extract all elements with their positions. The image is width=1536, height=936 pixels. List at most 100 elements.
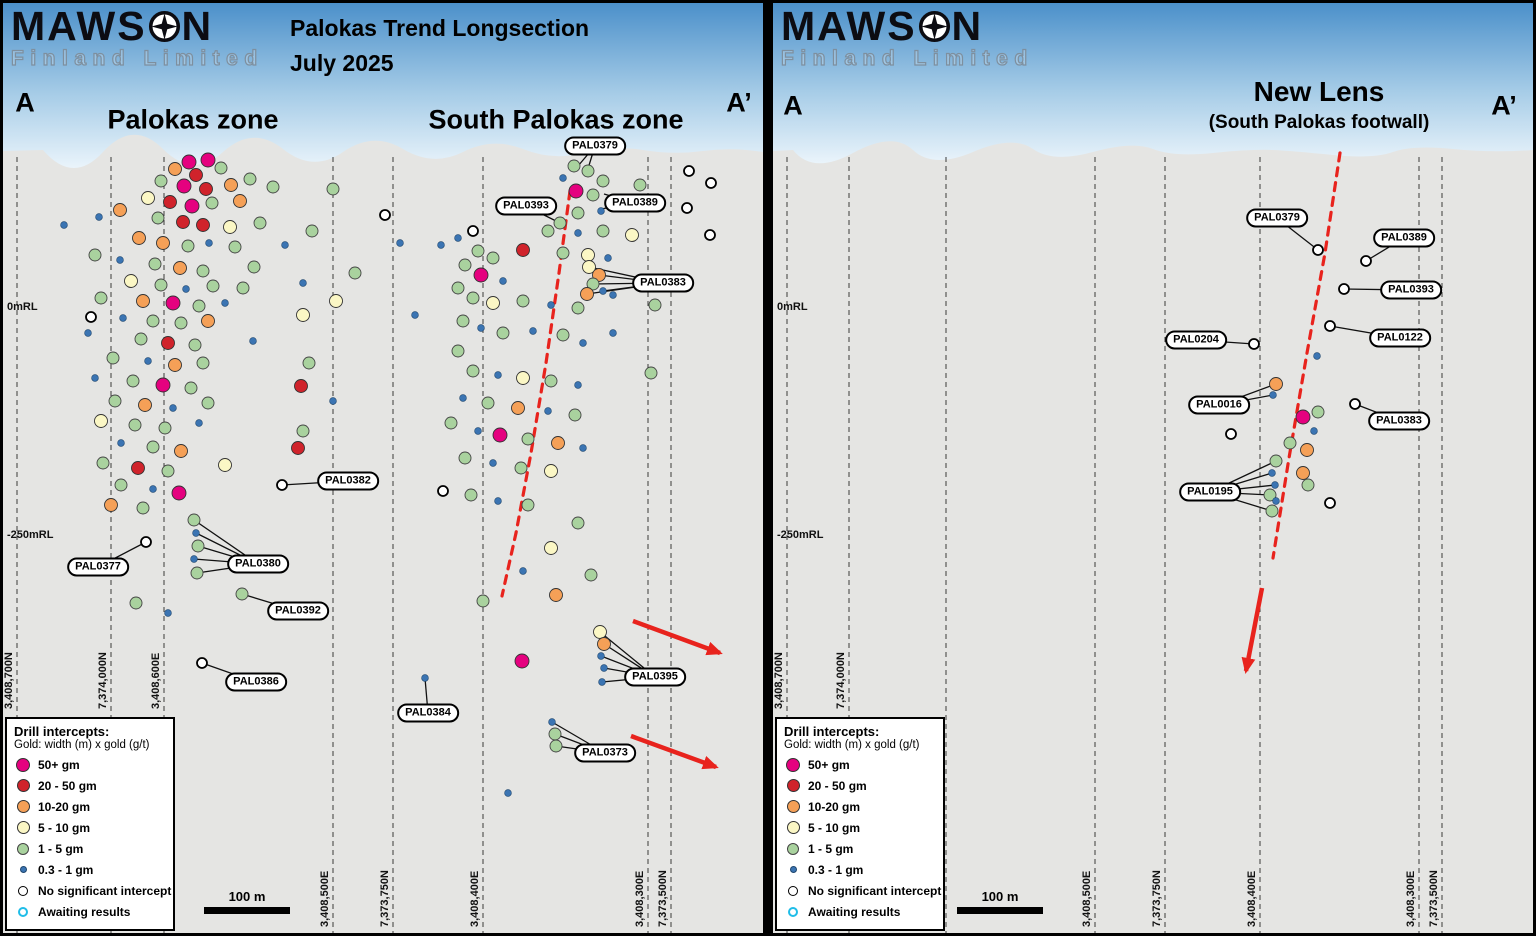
intercept-point <box>181 239 195 253</box>
intercept-point <box>596 224 610 238</box>
legend-item: 20 - 50 gm <box>14 775 166 796</box>
intercept-point <box>196 356 210 370</box>
intercept-point <box>597 652 605 660</box>
intercept-marker-icon <box>17 842 29 855</box>
intercept-point <box>519 567 527 575</box>
intercept-point <box>114 478 128 492</box>
coordinate-label: 3,408,400E <box>1246 870 1258 927</box>
intercept-point <box>106 351 120 365</box>
intercept-point <box>609 329 617 337</box>
intercept-point <box>154 174 168 188</box>
intercept-point <box>223 220 237 234</box>
legend-item: 10-20 gm <box>784 796 936 817</box>
logo-wordmark: MAWS N <box>781 6 1034 47</box>
intercept-point <box>205 196 219 210</box>
drillhole-label: PAL0384 <box>397 703 459 723</box>
legend-item-label: 0.3 - 1 gm <box>808 862 864 877</box>
legend-item-label: No significant intercept <box>808 883 942 898</box>
intercept-point <box>584 568 598 582</box>
intercept-point <box>329 397 337 405</box>
panel-new-lens: MAWS N Finland Limited Drill intercepts:… <box>773 3 1533 933</box>
legend-marker-wrap <box>14 842 32 855</box>
elevation-label: 0mRL <box>7 301 38 313</box>
scale-bar-rule <box>204 907 290 914</box>
intercept-point <box>95 213 103 221</box>
intercept-point <box>1269 377 1283 391</box>
intercept-point <box>568 183 584 199</box>
intercept-point <box>458 258 472 272</box>
intercept-point <box>556 246 570 260</box>
intercept-point <box>544 374 558 388</box>
intercept-point <box>437 485 449 497</box>
drillhole-label: PAL0122 <box>1369 328 1431 348</box>
panel-palokas-trend: MAWS N Finland Limited Palokas Trend Lon… <box>3 3 763 933</box>
legend-item-label: 5 - 10 gm <box>808 820 861 835</box>
intercept-point <box>154 278 168 292</box>
intercept-point <box>544 541 558 555</box>
zone-label: New Lens <box>1253 76 1385 107</box>
intercept-point <box>411 311 419 319</box>
legend-marker-wrap <box>14 821 32 834</box>
intercept-point <box>119 314 127 322</box>
intercept-point <box>598 678 606 686</box>
scale-bar-rule <box>957 907 1043 914</box>
intercept-point <box>146 440 160 454</box>
intercept-point <box>1269 454 1283 468</box>
legend-marker-wrap <box>784 906 802 917</box>
intercept-point <box>182 285 190 293</box>
intercept-point <box>579 339 587 347</box>
legend-item-label: Awaiting results <box>808 904 901 919</box>
intercept-point <box>1296 466 1310 480</box>
legend: Drill intercepts: Gold: width (m) x gold… <box>5 717 175 931</box>
no-intercept-marker-icon <box>18 885 28 896</box>
intercept-point <box>296 424 310 438</box>
intercept-point <box>161 464 175 478</box>
intercept-point <box>499 277 507 285</box>
intercept-point <box>481 396 495 410</box>
drillhole-label: PAL0393 <box>495 196 557 216</box>
legend-item: 5 - 10 gm <box>784 817 936 838</box>
intercept-point <box>379 209 391 221</box>
intercept-point <box>224 178 238 192</box>
intercept-point <box>151 211 165 225</box>
intercept-point <box>190 555 198 563</box>
legend-item-label: 1 - 5 gm <box>38 841 84 856</box>
intercept-point <box>1360 255 1372 267</box>
intercept-point <box>326 182 340 196</box>
intercept-point <box>521 432 535 446</box>
intercept-point <box>128 418 142 432</box>
intercept-point <box>164 609 172 617</box>
logo-subtitle: Finland Limited <box>780 47 1034 70</box>
legend-title: Drill intercepts: <box>784 724 880 739</box>
intercept-point <box>456 314 470 328</box>
intercept-point <box>1324 320 1336 332</box>
intercept-point <box>559 174 567 182</box>
intercept-point <box>1283 436 1297 450</box>
intercept-point <box>586 277 600 291</box>
intercept-point <box>1313 352 1321 360</box>
no-intercept-marker-icon <box>788 885 798 896</box>
intercept-point <box>471 244 485 258</box>
intercept-point <box>421 674 429 682</box>
plunge-arrow <box>632 618 723 656</box>
intercept-point <box>329 294 343 308</box>
legend-item-label: 50+ gm <box>38 757 80 772</box>
intercept-point <box>173 261 187 275</box>
intercept-point <box>571 206 585 220</box>
intercept-point <box>189 168 203 182</box>
coordinate-label: 3,408,400E <box>469 870 481 927</box>
legend-marker-wrap <box>784 866 802 873</box>
intercept-point <box>597 207 605 215</box>
intercept-marker-icon <box>16 757 30 772</box>
intercept-point <box>84 329 92 337</box>
intercept-point <box>579 444 587 452</box>
intercept-point <box>168 358 182 372</box>
zone-label: South Palokas zone <box>428 104 684 135</box>
intercept-point <box>494 371 502 379</box>
legend-marker-wrap <box>784 757 802 772</box>
coordinate-label: 3,408,600E <box>150 652 162 709</box>
figure-title-line2: July 2025 <box>290 49 394 76</box>
intercept-point <box>474 427 482 435</box>
intercept-point <box>574 229 582 237</box>
